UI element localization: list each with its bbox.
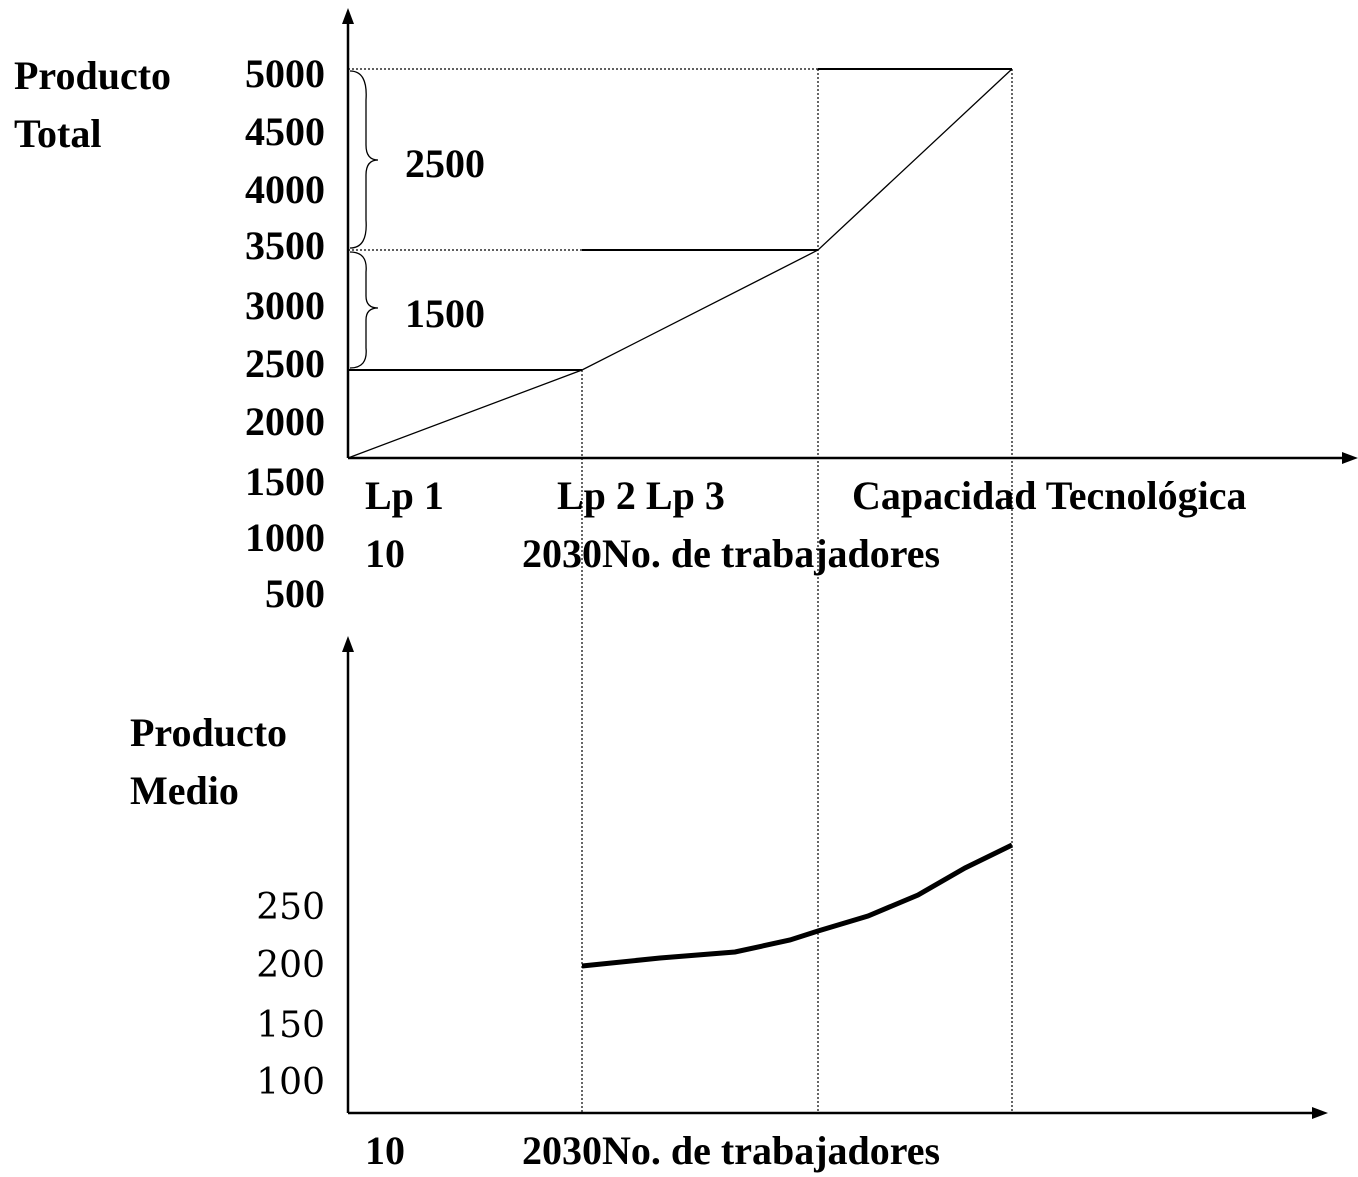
y-tick-label: 200 [256,945,325,986]
y-label: Total [14,111,101,156]
y-tick-label: 4000 [245,167,325,212]
total-product-curve [347,68,1013,459]
bottom-chart [342,636,1328,1119]
y-tick-label: 2000 [245,399,325,444]
y-tick-label: 1500 [245,459,325,504]
brace-label: 1500 [405,291,485,336]
arrow [1312,1107,1328,1119]
x-label: 10 [365,531,405,576]
y-tick-label: 250 [256,887,325,928]
y-tick-label: 5000 [245,51,325,96]
y-tick-label: 500 [265,571,325,616]
brace [349,70,379,249]
y-label: Medio [130,768,239,813]
x-label: 2030No. de trabajadores [522,1128,940,1173]
x-label: Lp 2 Lp 3 [557,473,725,518]
top-chart [342,8,1358,464]
y-label: Producto [14,53,171,98]
y-label: Producto [130,710,287,755]
arrow [342,8,354,24]
arrow [1342,452,1358,464]
y-tick-label: 3500 [245,223,325,268]
brace-label: 2500 [405,141,485,186]
y-tick-label: 2500 [245,341,325,386]
y-tick-label: 4500 [245,109,325,154]
y-tick-label: 150 [256,1005,325,1046]
x-label: Lp 1 [365,473,444,518]
arrow [342,636,354,652]
brace [349,251,379,369]
x-label: 10 [365,1128,405,1173]
x-label: 2030No. de trabajadores [522,531,940,576]
y-tick-label: 3000 [245,283,325,328]
average-product-curve [581,842,1014,969]
x-label: Capacidad Tecnológica [852,473,1247,518]
y-tick-label: 1000 [245,515,325,560]
y-tick-label: 100 [256,1062,325,1103]
